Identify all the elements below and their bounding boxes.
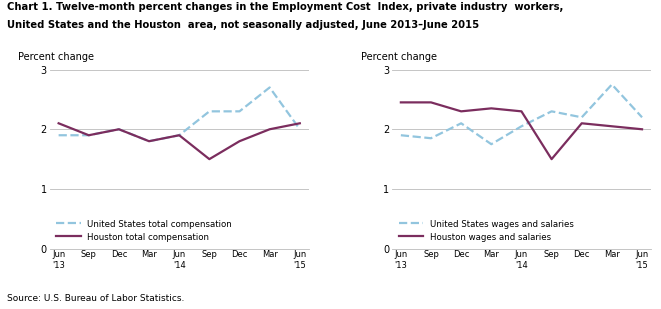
United States wages and salaries xyxy=(427,136,435,140)
Houston total compensation xyxy=(266,127,274,131)
Houston total compensation xyxy=(235,139,243,143)
United States wages and salaries xyxy=(547,109,555,113)
Text: United States and the Houston  area, not seasonally adjusted, June 2013–June 201: United States and the Houston area, not … xyxy=(7,20,479,30)
United States wages and salaries xyxy=(608,83,616,86)
United States wages and salaries xyxy=(487,142,495,146)
Houston wages and salaries xyxy=(608,125,616,128)
Line: United States wages and salaries: United States wages and salaries xyxy=(401,84,642,144)
Houston total compensation xyxy=(175,133,183,137)
Houston total compensation xyxy=(206,157,214,161)
Text: Source: U.S. Bureau of Labor Statistics.: Source: U.S. Bureau of Labor Statistics. xyxy=(7,294,184,303)
Houston total compensation xyxy=(296,121,304,125)
Houston total compensation xyxy=(55,121,63,125)
United States wages and salaries xyxy=(638,116,646,119)
United States total compensation xyxy=(296,127,304,131)
United States total compensation xyxy=(206,109,214,113)
United States total compensation xyxy=(145,139,153,143)
United States total compensation xyxy=(85,133,93,137)
Houston wages and salaries xyxy=(457,109,465,113)
Houston wages and salaries xyxy=(518,109,525,113)
Legend: United States total compensation, Houston total compensation: United States total compensation, Housto… xyxy=(54,217,235,244)
Line: United States total compensation: United States total compensation xyxy=(59,87,300,141)
Houston wages and salaries xyxy=(397,100,405,104)
Houston wages and salaries xyxy=(547,157,555,161)
Houston wages and salaries xyxy=(578,121,586,125)
United States wages and salaries xyxy=(397,133,405,137)
United States total compensation xyxy=(115,127,123,131)
Text: Percent change: Percent change xyxy=(361,52,437,62)
United States total compensation xyxy=(266,86,274,89)
Line: Houston total compensation: Houston total compensation xyxy=(59,123,300,159)
Text: Percent change: Percent change xyxy=(19,52,95,62)
Houston total compensation xyxy=(115,127,123,131)
United States wages and salaries xyxy=(457,121,465,125)
United States total compensation xyxy=(175,133,183,137)
United States total compensation xyxy=(235,109,243,113)
Line: Houston wages and salaries: Houston wages and salaries xyxy=(401,102,642,159)
Houston total compensation xyxy=(85,133,93,137)
Text: Chart 1. Twelve-month percent changes in the Employment Cost  Index, private ind: Chart 1. Twelve-month percent changes in… xyxy=(7,2,563,11)
United States wages and salaries xyxy=(578,116,586,119)
Houston wages and salaries xyxy=(638,127,646,131)
United States wages and salaries xyxy=(518,125,525,128)
Houston wages and salaries xyxy=(487,107,495,110)
Houston total compensation xyxy=(145,139,153,143)
Legend: United States wages and salaries, Houston wages and salaries: United States wages and salaries, Housto… xyxy=(396,217,576,244)
Houston wages and salaries xyxy=(427,100,435,104)
United States total compensation xyxy=(55,133,63,137)
